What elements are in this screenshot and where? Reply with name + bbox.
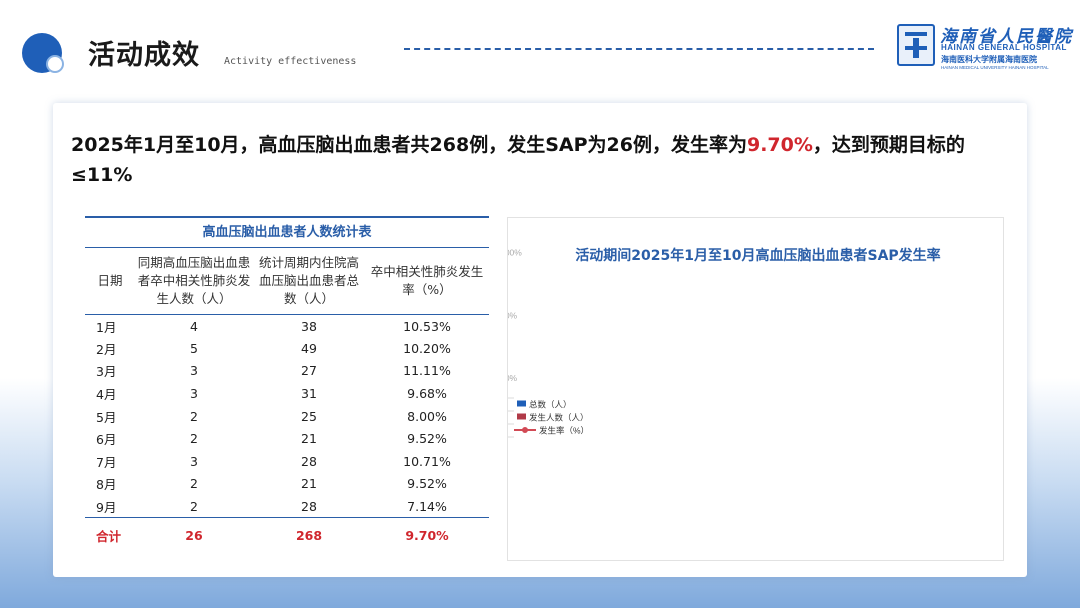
table-total-cell: 268 (253, 517, 365, 553)
table-total-cell: 26 (135, 517, 253, 553)
legend-swatch (517, 400, 526, 407)
table-row: 1月 4 38 10.53% (85, 315, 489, 338)
chart-title: 活动期间2025年1月至10月高血压脑出血患者SAP发生率 (575, 248, 941, 264)
stats-table: 高血压脑出血患者人数统计表 日期 同期高血压脑出血患者卒中相关性肺炎发生人数（人… (85, 216, 489, 553)
table-cell: 2 (190, 498, 198, 514)
table-header-row: 日期 同期高血压脑出血患者卒中相关性肺炎发生人数（人） 统计周期内住院高血压脑出… (85, 248, 489, 315)
legend-label: 发生人数（人） (529, 413, 589, 423)
table-header-date: 日期 (85, 248, 135, 315)
table-cell: 49 (301, 340, 317, 356)
hospital-affiliation-en: HAINAN MEDICAL UNIVERSITY HAINAN HOSPITA… (941, 65, 1049, 70)
table-cell: 9.68% (407, 386, 447, 402)
table-cell: 2 (190, 476, 198, 492)
table-cell: 9月 (96, 499, 117, 515)
header-divider (404, 48, 874, 50)
legend-label: 总数（人） (529, 400, 572, 410)
slide-title: 活动成效 (88, 40, 200, 71)
table-row: 7月 3 28 10.71% (85, 450, 489, 473)
table-cell: 38 (301, 318, 317, 334)
table-cell: 3 (190, 363, 198, 379)
decor-small-circle-icon (46, 55, 64, 73)
table-row: 6月 2 21 9.52% (85, 427, 489, 450)
table-total-row: 合计 26 268 9.70% (85, 517, 489, 553)
table-row: 4月 3 31 9.68% (85, 382, 489, 405)
table-cell: 3 (190, 386, 198, 402)
table-row: 8月 2 21 9.52% (85, 473, 489, 496)
y2-tick-label: 5.00% (508, 310, 518, 320)
table-cell: 28 (301, 453, 317, 469)
table-header-rate: 卒中相关性肺炎发生率（%） (365, 248, 489, 315)
content-card: 2025年1月至10月，高血压脑出血患者共268例，发生SAP为26例，发生率为… (53, 103, 1027, 577)
headline-text-1: 2025年1月至10月，高血压脑出血患者共268例，发生SAP为26例，发生率为 (71, 134, 747, 156)
table-cell: 28 (301, 498, 317, 514)
table-cell: 10.20% (403, 340, 451, 356)
table-cell: 3 (190, 453, 198, 469)
headline-rate: 9.70% (746, 134, 813, 156)
hospital-name-en: HAINAN GENERAL HOSPITAL (941, 43, 1067, 52)
table-cell: 2 (190, 408, 198, 424)
chart-panel: 活动期间2025年1月至10月高血压脑出血患者SAP发生率 0102030405… (507, 217, 1004, 561)
table-cell: 4月 (96, 387, 117, 403)
table-cell: 21 (301, 476, 317, 492)
hospital-name-cn: 海南省人民醫院 (940, 27, 1073, 47)
legend-swatch (522, 427, 528, 433)
table-header-cases: 同期高血压脑出血患者卒中相关性肺炎发生人数（人） (135, 248, 253, 315)
table-cell: 21 (301, 431, 317, 447)
table-cell: 3月 (96, 364, 117, 380)
hospital-logo-icon (897, 24, 935, 66)
table-cell: 1月 (96, 319, 117, 335)
table-cell: 2月 (96, 341, 117, 357)
table-cell: 2 (190, 431, 198, 447)
table-cell: 8.00% (407, 408, 447, 424)
headline: 2025年1月至10月，高血压脑出血患者共268例，发生SAP为26例，发生率为… (71, 130, 1011, 190)
table-row: 9月 2 28 7.14% (85, 495, 489, 518)
table-title: 高血压脑出血患者人数统计表 (85, 218, 489, 248)
table-row: 5月 2 25 8.00% (85, 405, 489, 428)
table-total-cell: 9.70% (365, 517, 489, 553)
table-cell: 5月 (96, 409, 117, 425)
table-cell: 7月 (96, 454, 117, 470)
table-cell: 7.14% (407, 498, 447, 514)
table-total-cell: 合计 (85, 517, 135, 553)
table-cell: 31 (301, 386, 317, 402)
table-cell: 4 (190, 318, 198, 334)
table-cell: 10.71% (403, 453, 451, 469)
table-cell: 9.52% (407, 476, 447, 492)
table-cell: 25 (301, 408, 317, 424)
table-cell: 9.52% (407, 431, 447, 447)
table-row: 3月 3 27 11.11% (85, 360, 489, 383)
table-cell: 11.11% (403, 363, 451, 379)
sap-chart: 01020304050600.00%5.00%10.00%15.00%1月2月3… (508, 248, 589, 438)
slide-subtitle: Activity effectiveness (224, 56, 357, 67)
headline-text-2: ，达到预期目标的≤11% (71, 134, 965, 186)
y2-tick-label: 10.00% (508, 248, 522, 258)
y2-tick-label: 0.00% (508, 373, 518, 383)
stats-grid: 日期 同期高血压脑出血患者卒中相关性肺炎发生人数（人） 统计周期内住院高血压脑出… (85, 248, 489, 553)
table-cell: 5 (190, 340, 198, 356)
table-cell: 8月 (96, 477, 117, 493)
table-row: 2月 5 49 10.20% (85, 337, 489, 360)
hospital-affiliation: 海南医科大学附属海南医院 (941, 55, 1037, 64)
legend-label: 发生率（%） (539, 426, 589, 436)
slide-header: 活动成效 Activity effectiveness 海南省人民醫院 HAIN… (0, 0, 1080, 90)
table-header-total: 统计周期内住院高血压脑出血患者总数（人） (253, 248, 365, 315)
legend-swatch (517, 413, 526, 420)
table-cell: 27 (301, 363, 317, 379)
table-cell: 10.53% (403, 318, 451, 334)
table-cell: 6月 (96, 432, 117, 448)
